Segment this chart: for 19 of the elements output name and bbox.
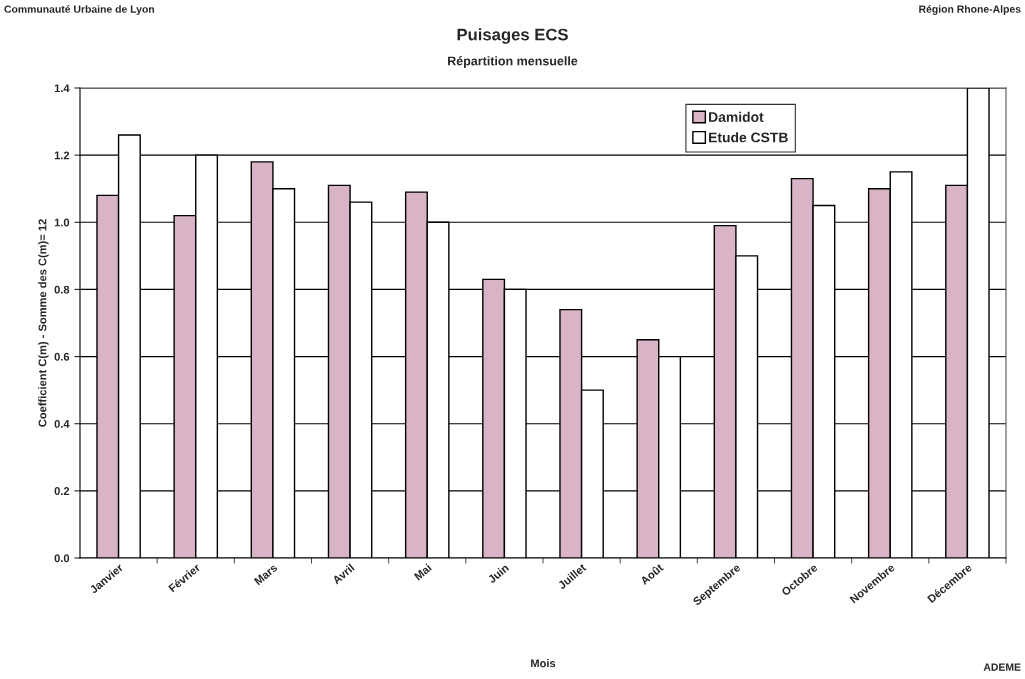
chart-title: Puisages ECS bbox=[457, 28, 568, 44]
x-axis-title: Mois bbox=[531, 659, 556, 668]
legend-label: Etude CSTB bbox=[709, 132, 788, 143]
x-tick-label: Mai bbox=[413, 563, 432, 581]
y-tick-label: 1.0 bbox=[54, 218, 70, 227]
chart-subtitle: Répartition mensuelle bbox=[448, 56, 578, 68]
y-tick-label: 0.4 bbox=[54, 419, 70, 428]
text: Région Rhone-Alpes bbox=[919, 5, 1021, 15]
y-tick-label: 1.2 bbox=[54, 151, 70, 160]
y-tick-label: 0.8 bbox=[54, 285, 70, 294]
y-tick-label: 0.2 bbox=[54, 487, 70, 495]
legend-label: Damidot bbox=[709, 111, 764, 122]
y-tick-label: 0.6 bbox=[54, 352, 70, 361]
text: Communauté Urbaine de Lyon bbox=[4, 5, 155, 15]
y-axis-title: Coefficient C(m) - Somme des C(m)= 12 bbox=[38, 219, 49, 427]
y-tick-label: 0.0 bbox=[54, 554, 70, 563]
x-tick-label: Juin bbox=[487, 563, 510, 584]
text: ADEME bbox=[983, 663, 1021, 671]
y-tick-label: 1.4 bbox=[54, 84, 70, 93]
